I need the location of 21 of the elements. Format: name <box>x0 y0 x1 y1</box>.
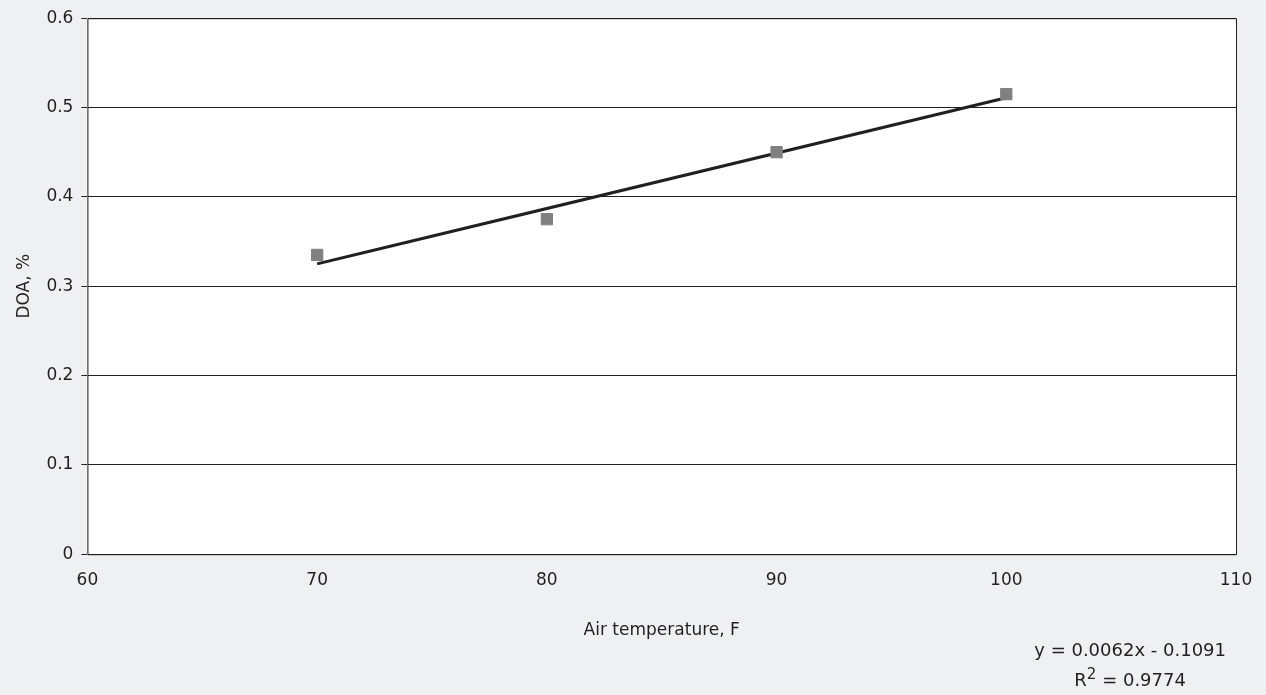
x-axis-title: Air temperature, F <box>583 619 740 640</box>
x-tick-label: 100 <box>990 568 1023 589</box>
y-tick-label: 0.3 <box>46 274 74 295</box>
text: y = 0.0062x - 0.1091 <box>1034 638 1226 662</box>
text: R$^{2}$ = 0.9774 <box>1073 664 1187 692</box>
y-tick-label: 0.4 <box>46 185 74 206</box>
y-axis-title: DOA, % <box>12 253 33 319</box>
y-tick-label: 0 <box>62 542 74 563</box>
y-tick-label: 0.6 <box>46 6 74 27</box>
x-tick-label: 110 <box>1219 568 1253 589</box>
point <box>310 248 324 262</box>
y-tick-label: 0.1 <box>46 453 74 474</box>
x-tick-label: 90 <box>765 568 788 589</box>
y-tick-label: 0.5 <box>46 95 74 116</box>
y-tick-label: 0.2 <box>46 363 74 384</box>
x-tick-label: 70 <box>306 568 328 589</box>
x-tick-label: 80 <box>536 568 558 589</box>
x-tick-label: 60 <box>76 568 99 589</box>
point <box>770 146 783 159</box>
point <box>540 213 554 226</box>
point <box>1000 87 1013 101</box>
